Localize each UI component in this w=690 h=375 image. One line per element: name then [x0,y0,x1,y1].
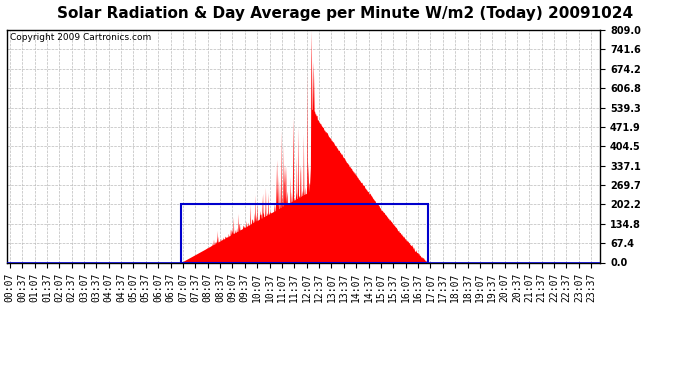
Text: Copyright 2009 Cartronics.com: Copyright 2009 Cartronics.com [10,33,151,42]
Bar [181,204,428,262]
Text: Solar Radiation & Day Average per Minute W/m2 (Today) 20091024: Solar Radiation & Day Average per Minute… [57,6,633,21]
